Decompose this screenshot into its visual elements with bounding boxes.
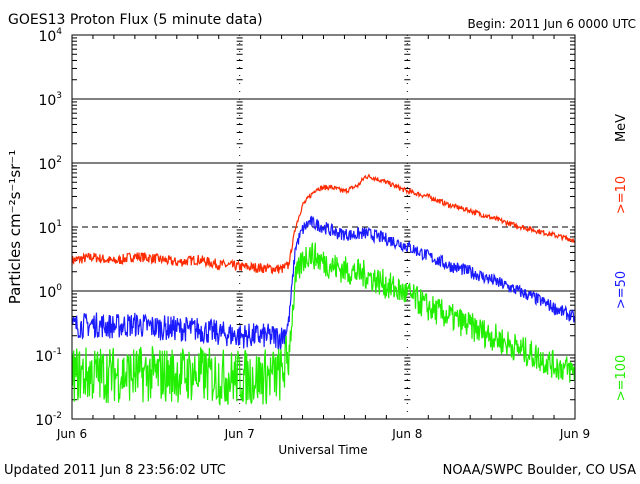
- y-tick-base: 10: [35, 349, 53, 365]
- y-tick-base: 10: [38, 93, 56, 109]
- grid: [72, 35, 575, 419]
- x-tick-label: Jun 7: [224, 427, 255, 441]
- y-tick-label: 100: [38, 283, 62, 301]
- y-tick-label: 10-2: [35, 411, 62, 429]
- units-label: MeV: [614, 114, 629, 142]
- y-tick-base: 10: [35, 413, 53, 429]
- x-axis-label: Universal Time: [278, 443, 367, 457]
- y-axis-label: Particles cm⁻²s⁻¹sr⁻¹: [6, 150, 24, 304]
- y-tick-exponent: 2: [56, 155, 62, 165]
- source-label: NOAA/SWPC Boulder, CO USA: [443, 463, 636, 478]
- y-tick-label: 10-1: [35, 347, 62, 365]
- x-tick-labels: Jun 6 Jun 7 Jun 8 Jun 9: [56, 427, 590, 441]
- updated-timestamp: Updated 2011 Jun 8 23:56:02 UTC: [4, 463, 226, 478]
- x-tick-label: Jun 9: [559, 427, 590, 441]
- y-tick-exponent: 4: [56, 27, 62, 37]
- y-tick-exponent: -1: [53, 347, 62, 357]
- legend: >=10 >=50 >=100: [614, 176, 629, 401]
- y-tick-base: 10: [38, 221, 56, 237]
- y-tick-label: 101: [38, 219, 62, 237]
- series-line-gte10: [71, 173, 575, 275]
- legend-entry: >=10: [614, 176, 629, 214]
- begin-label: Begin: 2011 Jun 6 0000 UTC: [467, 17, 636, 31]
- series-group: [71, 173, 575, 406]
- series-line-gte50: [71, 215, 575, 350]
- y-tick-base: 10: [38, 285, 56, 301]
- y-tick-exponent: 3: [56, 91, 62, 101]
- plot-frame: [71, 34, 576, 420]
- y-tick-base: 10: [38, 157, 56, 173]
- legend-entry: >=100: [614, 355, 629, 402]
- y-tick-exponent: 0: [56, 283, 62, 293]
- x-tick-label: Jun 6: [56, 427, 87, 441]
- y-tick-base: 10: [38, 29, 56, 45]
- y-tick-exponent: 1: [56, 219, 62, 229]
- x-tick-label: Jun 8: [391, 427, 422, 441]
- y-tick-exponent: -2: [53, 411, 62, 421]
- series-line-gte100: [71, 242, 575, 406]
- legend-entry: >=50: [614, 271, 629, 309]
- chart-title: GOES13 Proton Flux (5 minute data): [8, 12, 263, 28]
- y-tick-label: 102: [38, 155, 62, 173]
- y-tick-label: 103: [38, 91, 62, 109]
- y-tick-label: 104: [38, 27, 62, 45]
